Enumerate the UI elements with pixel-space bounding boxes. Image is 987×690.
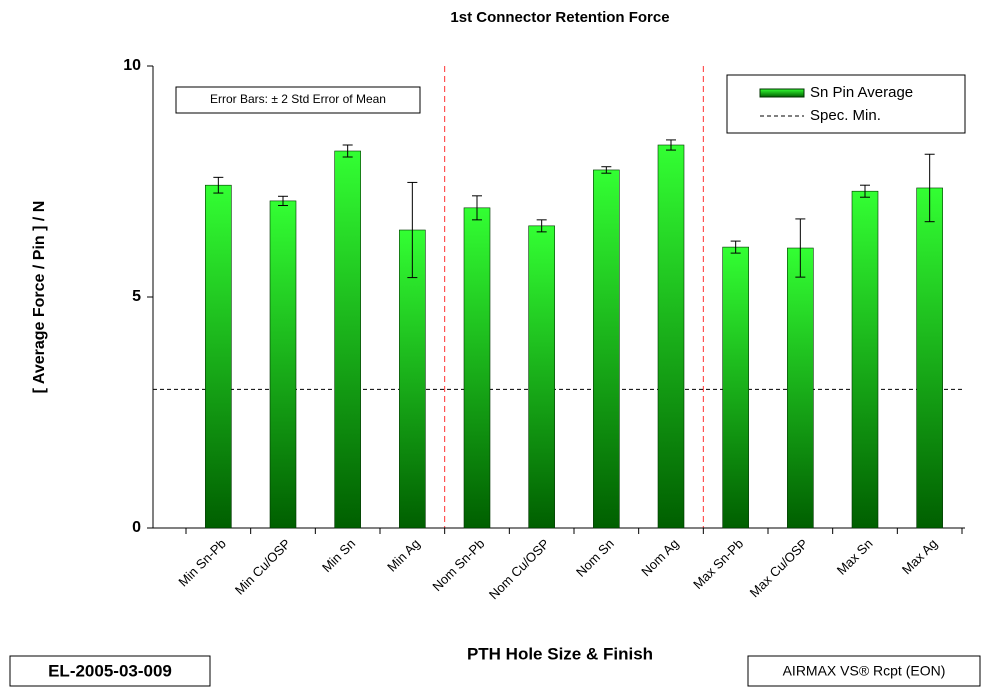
bar xyxy=(205,184,232,529)
bar xyxy=(851,190,879,529)
bar xyxy=(528,225,555,529)
legend-box xyxy=(726,74,966,134)
chart-title: 1st Connector Retention Force xyxy=(450,9,669,26)
y-axis-label: [ Average Force / Pin ] / N xyxy=(31,201,48,394)
x-tick-label: Nom Sn-Pb xyxy=(429,536,487,594)
x-tick-label: Max Sn xyxy=(834,536,876,578)
bar xyxy=(463,207,491,529)
bar xyxy=(787,247,814,529)
x-axis-label: PTH Hole Size & Finish xyxy=(467,644,653,663)
bar xyxy=(399,229,426,529)
note-box xyxy=(175,86,421,114)
doc-id-box xyxy=(9,655,211,687)
x-tick-label: Min Ag xyxy=(384,536,423,575)
x-tick-label: Min Cu/OSP xyxy=(232,536,294,598)
x-tick-label: Nom Ag xyxy=(638,536,681,579)
y-tick-label: 5 xyxy=(132,288,141,305)
bar xyxy=(334,150,361,529)
bar xyxy=(722,246,749,529)
legend-label: Sn Pin Average xyxy=(810,84,913,101)
x-tick-label: Max Sn-Pb xyxy=(690,536,746,592)
x-tick-label: Nom Cu/OSP xyxy=(486,536,552,602)
y-tick-label: 0 xyxy=(132,519,141,536)
x-tick-label: Nom Sn xyxy=(573,536,617,580)
product: AIRMAX VS® Rcpt (EON) xyxy=(783,663,946,679)
legend-label: Spec. Min. xyxy=(810,107,881,124)
bar xyxy=(657,144,685,529)
legend-swatch xyxy=(759,88,805,98)
x-tick-label: Max Ag xyxy=(899,536,940,577)
y-tick-label: 10 xyxy=(123,57,141,74)
x-tick-label: Max Cu/OSP xyxy=(747,536,811,600)
x-tick-label: Min Sn-Pb xyxy=(175,536,229,590)
bar xyxy=(269,200,297,529)
note: Error Bars: ± 2 Std Error of Mean xyxy=(210,92,386,106)
bar xyxy=(593,169,620,529)
bar xyxy=(916,187,943,529)
doc-id: EL-2005-03-009 xyxy=(48,661,172,680)
product-box xyxy=(747,655,981,687)
x-tick-label: Min Sn xyxy=(319,536,358,575)
